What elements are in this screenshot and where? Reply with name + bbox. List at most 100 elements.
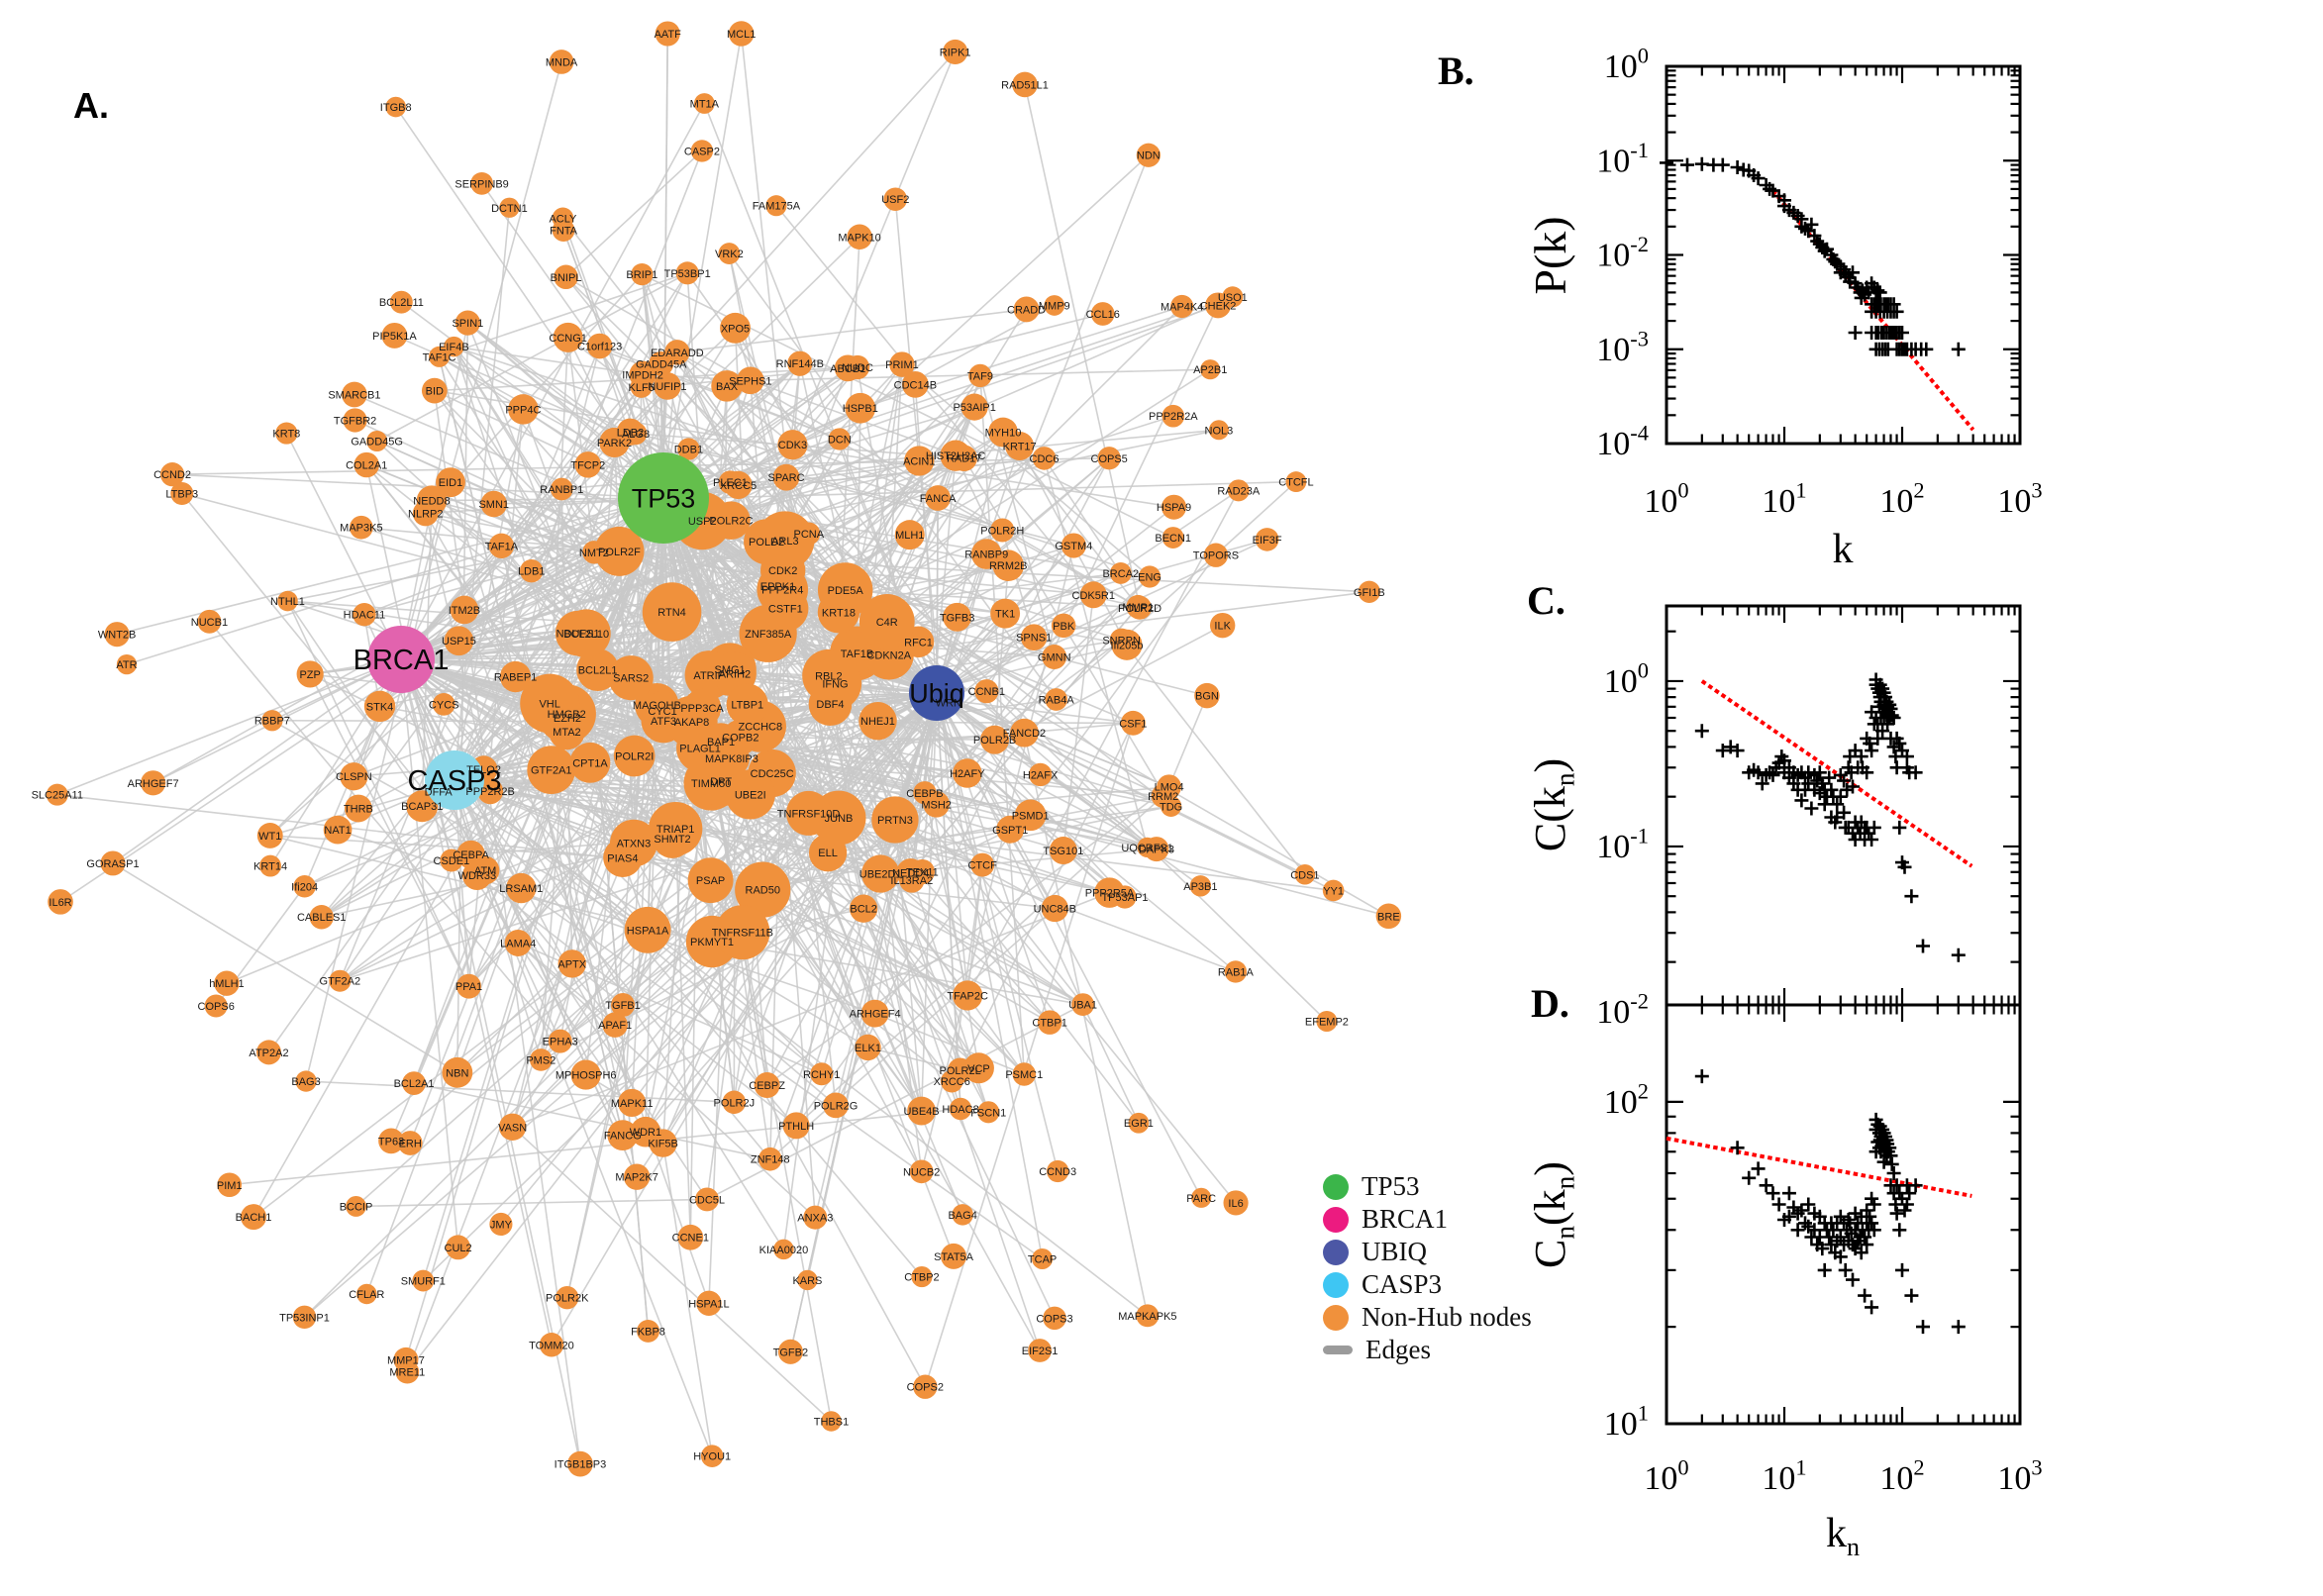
gene-label: DPT — [710, 776, 732, 788]
gene-node — [700, 1445, 724, 1467]
gene-label: H2AFX — [1023, 769, 1059, 781]
gene-node — [256, 822, 283, 848]
gene-label: ZNF148 — [751, 1154, 790, 1166]
gene-node — [1138, 565, 1162, 588]
gene-label: CDS1 — [1290, 869, 1319, 881]
gene-node — [548, 1029, 572, 1053]
y-tick-label: 10-1 — [1596, 138, 1649, 179]
brca1-dot-icon — [1323, 1206, 1349, 1233]
gene-label: TGFB3 — [940, 612, 974, 624]
gene-label: PPP2R4 — [761, 585, 803, 597]
gene-node — [104, 622, 130, 648]
gene-label: SHMT2 — [654, 834, 690, 846]
gene-node — [346, 1196, 366, 1217]
gene-node — [911, 1265, 933, 1288]
gene-label: TGFB1 — [605, 1000, 640, 1012]
gene-label: GTF2A1 — [531, 765, 572, 777]
gene-node — [159, 462, 185, 487]
gene-label: PPP2R5A — [1085, 888, 1135, 900]
gene-node — [977, 1101, 1000, 1124]
gene-node — [726, 683, 768, 726]
gene-label: CDC14B — [894, 379, 937, 391]
gene-node — [1285, 471, 1307, 492]
legend-item-ubiq: UBIQ — [1323, 1236, 1532, 1268]
gene-label: GMNN — [1038, 652, 1071, 664]
gene-label: GADD45A — [636, 358, 687, 370]
scatter-points — [1694, 672, 1966, 962]
gene-label: DFFA — [425, 786, 454, 798]
gene-label: CCND2 — [153, 469, 191, 481]
gene-label: MAP3K5 — [340, 523, 382, 535]
gene-node — [498, 1113, 527, 1141]
gene-label: MAPKAPK5 — [1118, 1311, 1176, 1323]
gene-label: EZH2 — [554, 713, 581, 725]
gene-label: EDARADD — [651, 348, 704, 359]
gene-label: CYCS — [429, 699, 459, 711]
gene-label: RRM2 — [1148, 791, 1178, 803]
gene-label: BCL2L1 — [578, 665, 618, 677]
gene-node — [941, 1243, 967, 1269]
gene-label: PCNA — [793, 529, 824, 541]
gene-node — [1109, 628, 1134, 652]
network-node-labels: TAF1A ELL CEBPZ DBF4 GTF2A2 POLR2I POLR2K TAF1B… — [32, 29, 1400, 1471]
x-tick-label: 102 — [1879, 478, 1924, 520]
gene-node — [356, 1283, 377, 1305]
gene-label: ERH — [399, 1138, 422, 1149]
non-hub-dot-icon — [1323, 1304, 1349, 1331]
gene-label: TEX11 — [906, 867, 939, 879]
gene-node — [1162, 494, 1187, 520]
gene-label: CEBPB — [906, 788, 943, 800]
legend-item-brca1: BRCA1 — [1323, 1203, 1532, 1236]
gene-label: STK4 — [366, 701, 394, 713]
gene-label: VHL — [539, 698, 559, 710]
gene-node — [261, 710, 283, 732]
gene-node — [570, 1059, 601, 1090]
gene-node — [765, 195, 787, 217]
gene-label: WDR33 — [458, 870, 497, 882]
gene-node — [849, 894, 878, 923]
gene-label: NUCB2 — [903, 1166, 940, 1178]
y-tick-label: 10-3 — [1596, 326, 1649, 367]
gene-node — [499, 660, 532, 693]
gene-label: BAX — [716, 381, 739, 393]
gene-label: APAF1 — [598, 1020, 632, 1032]
gene-label: CDC5L — [689, 1194, 725, 1206]
gene-label: CCNB1 — [968, 686, 1005, 698]
gene-node — [718, 470, 743, 495]
gene-label: AP3B1 — [1183, 881, 1217, 893]
gene-node — [397, 1131, 423, 1155]
gene-label: DAPK3 — [1139, 845, 1174, 856]
gene-node — [385, 96, 407, 118]
gene-label: YY1 — [1323, 885, 1344, 897]
gene-node — [664, 340, 690, 365]
gene-label: JUNB — [825, 813, 854, 825]
gene-label: USO1 — [1218, 292, 1248, 304]
gene-node — [309, 905, 334, 930]
gene-node — [432, 692, 455, 716]
gene-node — [618, 1088, 647, 1118]
gene-node — [402, 1071, 426, 1096]
gene-node — [677, 438, 700, 460]
gene-node — [1189, 875, 1212, 897]
gene-label: POLR2K — [546, 1293, 589, 1305]
gene-label: PRTN3 — [877, 815, 913, 827]
gene-label: ACIN1 — [903, 455, 935, 467]
network-legend: TP53 BRCA1 UBIQ CASP3 Non-Hub nodes Edges — [1323, 1170, 1532, 1366]
gene-label: PIAS4 — [607, 852, 638, 864]
legend-item-label: Edges — [1365, 1335, 1431, 1364]
hub-label-casp3: CASP3 — [407, 765, 501, 797]
gene-node — [353, 603, 376, 627]
gene-node — [834, 354, 861, 382]
gene-label: VCP — [967, 1063, 990, 1075]
panel-d-xlabel: kn — [1826, 1511, 1860, 1561]
gene-label: CCL16 — [1086, 309, 1120, 321]
gene-label: BCL2L10 — [563, 629, 609, 641]
gene-label: MAP2K7 — [615, 1172, 657, 1184]
gene-node — [1162, 404, 1185, 428]
gene-label: NUFIP1 — [648, 381, 686, 393]
gene-label: NEDD8 — [413, 496, 450, 508]
gene-node — [907, 1096, 937, 1126]
gene-node — [757, 563, 809, 616]
gene-node — [450, 595, 479, 625]
gene-label: ATXN3 — [617, 839, 652, 850]
